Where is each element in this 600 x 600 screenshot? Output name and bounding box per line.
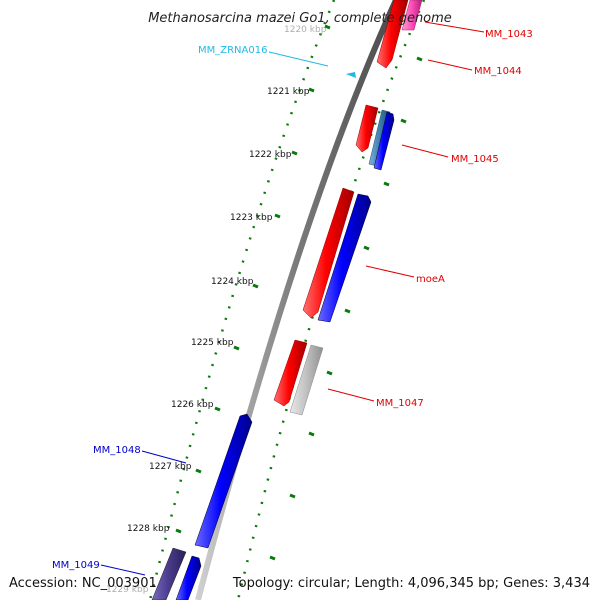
tick-label: 1223 kbp [230, 213, 273, 223]
gene-label-mm-zrna016[interactable]: MM_ZRNA016 [198, 45, 267, 56]
gene-mm1046-red[interactable] [302, 187, 355, 319]
gene-mm1047-red[interactable] [273, 339, 308, 407]
gene-label-mm1049[interactable]: MM_1049 [52, 560, 100, 571]
gene-mm1047-grey[interactable] [289, 344, 324, 416]
gene-mm1048-blue[interactable] [194, 413, 253, 549]
rna-zrna016[interactable] [346, 72, 356, 78]
gene-label-mm1044[interactable]: MM_1044 [474, 66, 522, 77]
tick-label: 1227 kbp [149, 462, 192, 472]
gene-label-mm1048[interactable]: MM_1048 [93, 445, 141, 456]
gene-label-moea[interactable]: moeA [416, 274, 445, 285]
tick-label: 1224 kbp [211, 277, 254, 287]
gene-label-mm1043[interactable]: MM_1043 [485, 29, 533, 40]
tick-label: 1225 kbp [191, 338, 234, 348]
tick-label: 1228 kbp [127, 524, 170, 534]
gene-moea-blue[interactable] [317, 193, 372, 323]
tick-labels: 1220 kbp 1221 kbp 1222 kbp 1223 kbp 1224… [106, 25, 327, 595]
tick-label: 1220 kbp [284, 25, 327, 35]
tick-label: 1222 kbp [249, 150, 292, 160]
map-title: Methanosarcina mazei Go1, complete genom… [148, 11, 452, 26]
accession-text: Accession: NC_003901 [9, 576, 157, 591]
gene-mm1045-blue[interactable] [373, 111, 395, 171]
gene-mm1043-red[interactable] [376, 0, 409, 69]
gene-label-mm1045[interactable]: MM_1045 [451, 154, 499, 165]
tick-label: 1221 kbp [267, 87, 310, 97]
gene-mm1045-red[interactable] [355, 104, 379, 153]
tick-label: 1226 kbp [171, 400, 214, 410]
outer-major-ticks [269, 56, 423, 561]
tick-label: 1229 kbp [106, 585, 149, 595]
gene-labels: MM_1043 MM_1044 MM_ZRNA016 MM_1045 moeA … [52, 29, 533, 571]
gene-label-mm1047[interactable]: MM_1047 [376, 398, 424, 409]
gene-mm1043-pink[interactable] [401, 0, 423, 31]
topology-info-text: Topology: circular; Length: 4,096,345 bp… [232, 576, 590, 591]
gene-features [151, 0, 423, 600]
gene-mm1050-blue[interactable] [175, 555, 202, 600]
gene-mm1049-purple[interactable] [151, 547, 187, 600]
label-leaders [100, 21, 485, 576]
